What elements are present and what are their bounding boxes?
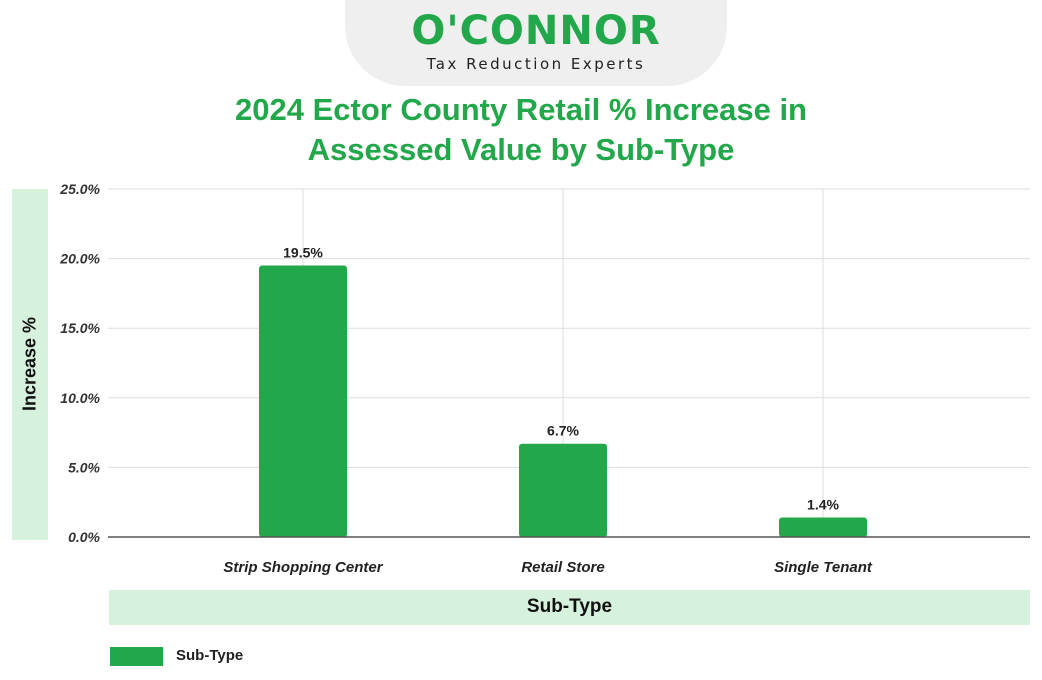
y-tick-label: 10.0% xyxy=(60,390,100,406)
x-tick-label: Single Tenant xyxy=(774,559,873,576)
chart-title: 2024 Ector County Retail % Increase in A… xyxy=(0,90,1042,170)
x-axis-label-band: Sub-Type xyxy=(109,590,1030,625)
logo-tagline: Tax Reduction Experts xyxy=(426,55,646,73)
legend-label: Sub-Type xyxy=(176,647,244,664)
chart-title-line-2: Assessed Value by Sub-Type xyxy=(307,132,735,167)
y-tick-label: 0.0% xyxy=(68,529,100,545)
x-axis-label: Sub-Type xyxy=(526,596,613,617)
y-tick-label: 20.0% xyxy=(59,251,100,267)
bar xyxy=(779,517,867,537)
data-label: 6.7% xyxy=(547,423,579,439)
y-tick-label: 5.0% xyxy=(68,459,100,475)
bar xyxy=(519,443,607,537)
chart-title-line-1: 2024 Ector County Retail % Increase in xyxy=(235,92,807,127)
data-label: 19.5% xyxy=(283,245,323,261)
logo-wordmark: O'CONNOR xyxy=(411,8,661,54)
legend-swatch xyxy=(110,647,163,666)
x-tick-label: Strip Shopping Center xyxy=(223,559,383,576)
y-tick-label: 15.0% xyxy=(60,320,100,336)
y-tick-label: 25.0% xyxy=(59,181,100,197)
data-label: 1.4% xyxy=(807,497,839,513)
x-tick-label: Retail Store xyxy=(521,559,604,576)
bar xyxy=(259,265,347,537)
y-axis-label-band xyxy=(12,189,48,540)
logo-badge: O'CONNOR Tax Reduction Experts xyxy=(345,0,727,86)
